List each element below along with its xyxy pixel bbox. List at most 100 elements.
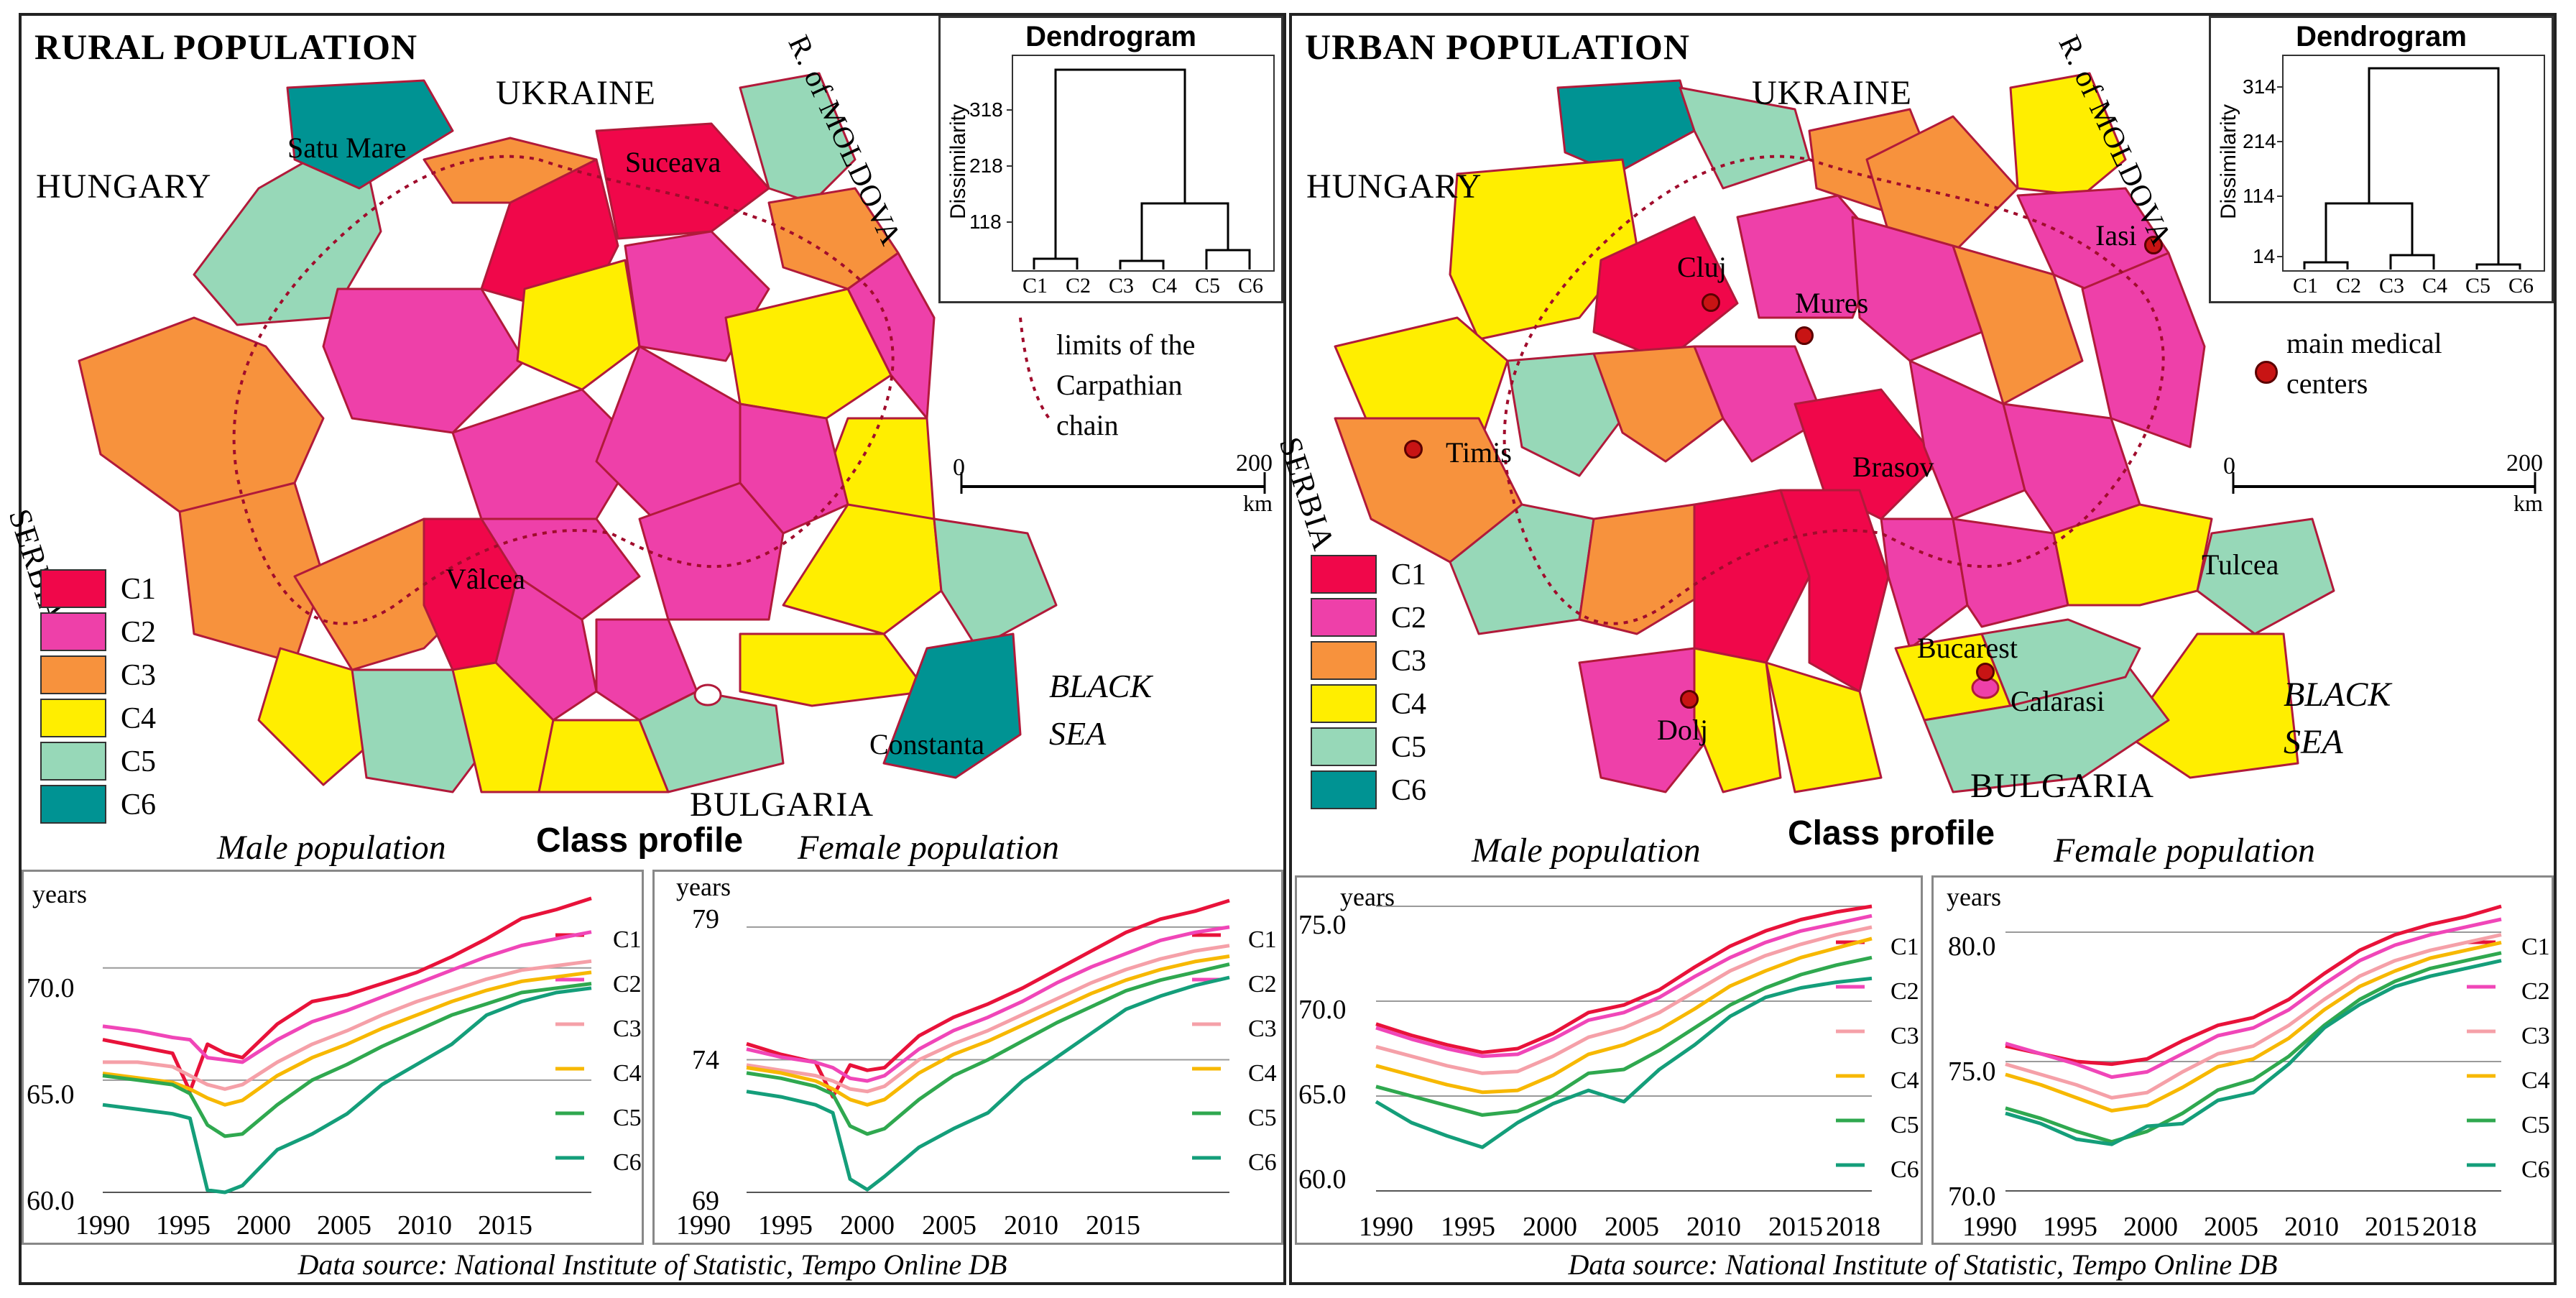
chart-plot [102, 896, 592, 1195]
series-label: C5 [1891, 1112, 1919, 1138]
series-label: C2 [613, 971, 642, 998]
county-shape [516, 259, 641, 391]
county-shape [739, 632, 928, 707]
country-bulgaria: BULGARIA [1970, 767, 2154, 805]
series-line-c5 [746, 962, 1230, 1136]
series-line-c6 [746, 975, 1230, 1192]
county-shape [638, 690, 785, 793]
country-bulgaria: BULGARIA [690, 786, 874, 824]
legend-swatch [1311, 727, 1377, 766]
medical-center-dot [2144, 236, 2163, 254]
urban-map [1334, 72, 2536, 793]
legend-label: C5 [1391, 731, 1427, 764]
rural-female-chart: years 79 74 69 1990 1995 2000 2005 2010 … [652, 870, 1283, 1245]
legend-label: C4 [1391, 688, 1427, 721]
county-label-suceava: Suceava [625, 146, 721, 178]
series-label: C4 [1248, 1060, 1277, 1087]
legend-label: C3 [121, 659, 157, 692]
note-line-1: limits of the [1056, 328, 1196, 361]
series-label: C3 [613, 1016, 642, 1042]
series-line-c1 [1375, 904, 1873, 1054]
urban-male-chart: years 75.0 70.0 65.0 60.0 1990 1995 2000… [1295, 875, 1923, 1245]
x-tick: 2000 [2123, 1212, 2178, 1242]
x-tick: 1990 [1359, 1212, 1413, 1242]
series-label: C5 [2521, 1112, 2550, 1138]
x-tick: 2015 [478, 1210, 532, 1241]
data-source: Data source: National Institute of Stati… [1568, 1248, 2278, 1281]
country-ukraine: UKRAINE [496, 74, 656, 112]
dendrogram-tick: 318 [969, 98, 1003, 121]
county-shape [257, 647, 382, 786]
series-line-c4 [2005, 940, 2502, 1113]
county-shape [2009, 72, 2127, 197]
legend-swatch [1311, 684, 1377, 723]
y-tick: 75.0 [1298, 910, 1347, 940]
county-shape [1952, 244, 2084, 405]
dendrogram-tick: 214 [2243, 130, 2276, 152]
county-shape [2081, 252, 2206, 448]
legend-limit-line [1019, 317, 1051, 420]
county-label-bucarest: Bucarest [1917, 632, 2018, 664]
x-tick: 2005 [317, 1210, 371, 1241]
legend-label: C4 [121, 702, 157, 735]
dendrogram-leaf: C5 [1195, 274, 1221, 298]
series-label: C1 [2521, 934, 2550, 960]
y-tick: 70.0 [1948, 1182, 1996, 1212]
county-label-iasi: Iasi [2095, 219, 2137, 252]
legend-swatch [1311, 641, 1377, 680]
county-shape [1908, 359, 2026, 520]
medical-center-dot [1976, 663, 1995, 681]
county-shape [1592, 345, 1725, 463]
scale-bar [960, 472, 1266, 494]
series-label: C3 [1248, 1016, 1277, 1042]
series-line-c6 [102, 986, 592, 1195]
series-label: C1 [1891, 934, 1919, 960]
series-label: C1 [1248, 926, 1277, 953]
scale-zero: 0 [953, 454, 965, 481]
data-source: Data source: National Institute of Stati… [297, 1248, 1007, 1281]
county-shape [1980, 618, 2141, 707]
dendrogram-title: Dendrogram [2296, 21, 2467, 52]
dendrogram-leaf: C2 [2336, 274, 2362, 298]
chart-ylabel: years [32, 880, 87, 908]
county-shape [322, 287, 526, 434]
series-line-c2 [1375, 913, 1873, 1059]
series-line-c3 [746, 944, 1230, 1094]
dendrogram-leaf: C6 [1238, 274, 1264, 298]
county-shape [2052, 503, 2213, 607]
sea-line-2: SEA [2284, 723, 2343, 761]
note-line-3: chain [1056, 409, 1119, 441]
x-tick: 2015 [1086, 1210, 1140, 1241]
dendrogram-leaf: C4 [1152, 274, 1178, 298]
legend-swatch [40, 612, 106, 651]
x-tick: 2000 [1523, 1212, 1577, 1242]
legend-label: C3 [1391, 645, 1427, 678]
county-shape [724, 287, 892, 420]
series-label: C5 [1248, 1105, 1277, 1131]
series-label: C3 [2521, 1023, 2550, 1049]
country-ukraine: UKRAINE [1752, 74, 1912, 112]
y-tick: 65.0 [27, 1080, 75, 1110]
scale-unit: km [1243, 490, 1273, 516]
scale-max: 200 [2506, 450, 2543, 477]
county-label-calarasi: Calarasi [2011, 685, 2105, 717]
legend-swatch [40, 569, 106, 608]
series-label: C2 [1248, 971, 1277, 998]
scale-bar [2232, 472, 2536, 494]
county-shape [933, 517, 1058, 650]
county-label-tulcea: Tulcea [2202, 548, 2279, 581]
chart-ylabel: years [1947, 883, 2001, 911]
county-shape [1592, 216, 1739, 362]
chart-plot [2005, 904, 2502, 1192]
series-line-c4 [102, 970, 592, 1107]
black-sea-label: BLACK SEA [1049, 663, 1152, 758]
series-line-c1 [2005, 904, 2502, 1067]
y-tick: 79 [692, 904, 719, 934]
bucharest-enclave [693, 683, 722, 706]
dendrogram-leaf: C5 [2465, 274, 2491, 298]
dendrogram-leaf: C3 [1109, 274, 1135, 298]
x-tick: 2005 [1605, 1212, 1659, 1242]
series-label: C4 [613, 1060, 642, 1087]
legend-swatch [40, 655, 106, 694]
x-tick: 1990 [676, 1210, 731, 1241]
